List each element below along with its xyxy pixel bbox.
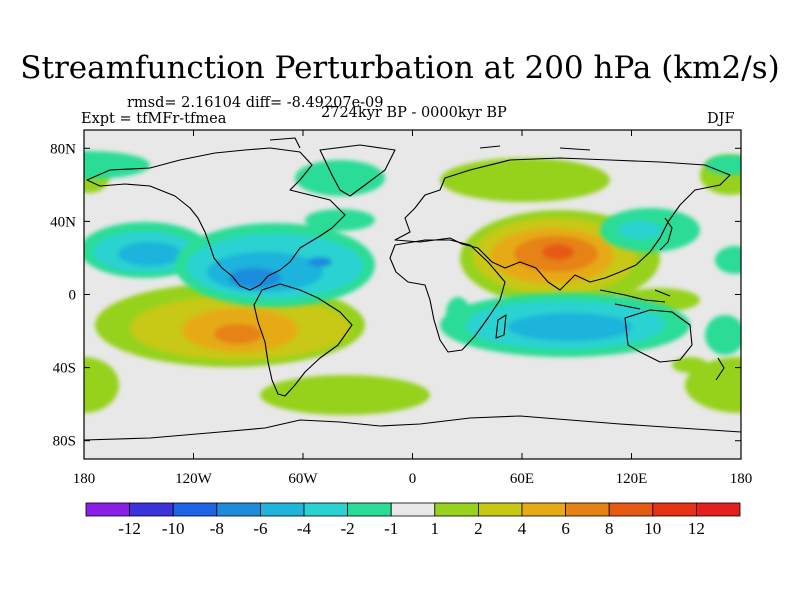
coast-madagascar (495, 314, 507, 339)
y-tick-label: 40S (53, 361, 76, 377)
coast-japan (659, 217, 673, 251)
colorbar-label: -1 (384, 519, 398, 538)
colorbar-swatch (521, 502, 566, 517)
colorbar-swatch (216, 502, 261, 517)
colorbar-swatch (477, 502, 523, 517)
colorbar-label: 8 (605, 519, 614, 538)
negative-anomalies (84, 151, 741, 357)
x-axis: 180 120W 60W 0 60E 120E 180 (73, 130, 753, 487)
colorbar-label: -2 (341, 519, 355, 538)
colorbar-label: 6 (561, 519, 570, 538)
contour-field (84, 130, 741, 459)
colorbar-swatch (172, 502, 218, 517)
coast-australia (624, 309, 693, 363)
coast-arctic-islands (269, 137, 591, 151)
coast-greenland (319, 144, 396, 197)
colorbar-swatch (129, 502, 174, 517)
coast-north-america (86, 147, 346, 291)
colorbar-label: -6 (253, 519, 267, 538)
coast-eurasia (394, 157, 731, 291)
colorbar-label: -12 (118, 519, 141, 538)
colorbar-swatch (434, 502, 479, 517)
colorbar-label: -8 (210, 519, 224, 538)
y-axis: 80N 40N 0 40S 80S (50, 141, 741, 450)
x-tick-label: 120E (616, 471, 648, 487)
coast-africa (389, 239, 506, 353)
x-tick-label: 180 (730, 471, 753, 487)
experiment-label: Expt = tfMFr-tfmea (81, 111, 227, 127)
y-tick-label: 40N (50, 214, 76, 230)
colorbar-swatch (608, 502, 654, 517)
colorbar-swatch (565, 502, 610, 517)
y-tick-label: 80S (53, 434, 76, 450)
colorbar-label: 2 (474, 519, 483, 538)
colorbar-swatch (85, 502, 130, 517)
y-tick-label: 0 (69, 288, 77, 304)
coast-antarctica (84, 415, 741, 441)
coast-maritime-continent (599, 289, 671, 310)
colorbar-label: -10 (162, 519, 185, 538)
colorbar-label: 4 (518, 519, 527, 538)
coastlines (84, 137, 741, 441)
colorbar: -12 -10 -8 -6 -4 -2 -1 1 2 4 6 8 10 12 (85, 502, 741, 538)
x-tick-label: 120W (175, 471, 213, 487)
colorbar-swatch (696, 502, 741, 517)
coast-south-america (253, 283, 353, 397)
period-label: 2724kyr BP - 0000kyr BP (321, 105, 507, 121)
colorbar-swatch (303, 502, 348, 517)
colorbar-swatch (652, 502, 697, 517)
stats-label: rmsd= 2.16104 diff= -8.49207e-09 (127, 95, 384, 111)
colorbar-label: 12 (688, 519, 705, 538)
colorbar-swatch (259, 502, 305, 517)
x-tick-label: 60E (510, 471, 534, 487)
colorbar-swatch (390, 502, 436, 517)
x-tick-label: 60W (288, 471, 318, 487)
coast-new-zealand (715, 357, 725, 381)
colorbar-swatch (347, 502, 392, 517)
x-tick-label: 0 (409, 471, 417, 487)
colorbar-label: 10 (644, 519, 661, 538)
y-tick-label: 80N (50, 141, 76, 157)
colorbar-label: 1 (431, 519, 440, 538)
season-label: DJF (707, 111, 735, 127)
x-tick-label: 180 (73, 471, 96, 487)
colorbar-label: -4 (297, 519, 312, 538)
map-title: Streamfunction Perturbation at 200 hPa (… (20, 50, 780, 86)
